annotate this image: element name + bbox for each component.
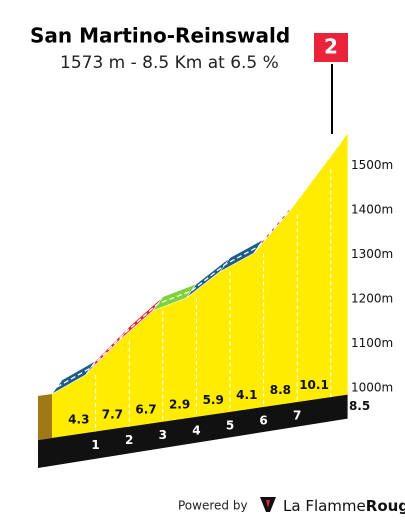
- base-side: [38, 394, 52, 440]
- y-tick-label: 1100m: [351, 336, 393, 350]
- gradient-label: 2.9: [169, 398, 190, 412]
- brand-logo-flame: [266, 500, 270, 508]
- x-tick-label: 4: [192, 423, 200, 437]
- y-tick-label: 1200m: [351, 292, 393, 306]
- chart-title: San Martino-Reinswald: [30, 24, 290, 48]
- x-tick-label: 5: [226, 418, 234, 432]
- gradient-label: 6.7: [135, 403, 156, 417]
- powered-by: Powered by: [178, 499, 248, 513]
- gradient-label: 7.7: [102, 408, 123, 422]
- flag-label: 2: [324, 35, 338, 59]
- gradient-label: 10.1: [299, 378, 329, 392]
- base-slab: [38, 394, 348, 468]
- profile-fill: [52, 133, 348, 438]
- x-tick-label: 3: [159, 428, 167, 442]
- gradient-label: 4.1: [236, 388, 257, 402]
- gradient-label: 5.9: [203, 393, 224, 407]
- brand: La FlammeRouge: [283, 497, 405, 515]
- x-tick-label: 8.5: [349, 399, 370, 413]
- gradient-label: 8.8: [270, 383, 291, 397]
- x-tick-label: 6: [259, 413, 267, 427]
- plot: 4.3 7.7 6.7 2.9 5.9 4.1 8.8 10.1 1 2 3 4 5 6 7 8.5 1000m…: [38, 132, 393, 468]
- y-tick-label: 1300m: [351, 247, 393, 261]
- x-tick-label: 7: [293, 409, 301, 423]
- x-tick-label: 1: [91, 438, 99, 452]
- profile-line: [56, 139, 344, 388]
- brand-a: La Flamme: [283, 497, 366, 515]
- x-tick-label: 2: [125, 433, 133, 447]
- y-tick-label: 1400m: [351, 202, 393, 216]
- y-tick-label: 1000m: [351, 381, 393, 395]
- y-tick-label: 1500m: [351, 158, 393, 172]
- chart-subtitle: 1573 m - 8.5 Km at 6.5 %: [60, 53, 279, 73]
- flag: [312, 31, 350, 64]
- gradient-label: 4.3: [68, 413, 89, 427]
- brand-b: Rouge: [366, 497, 405, 515]
